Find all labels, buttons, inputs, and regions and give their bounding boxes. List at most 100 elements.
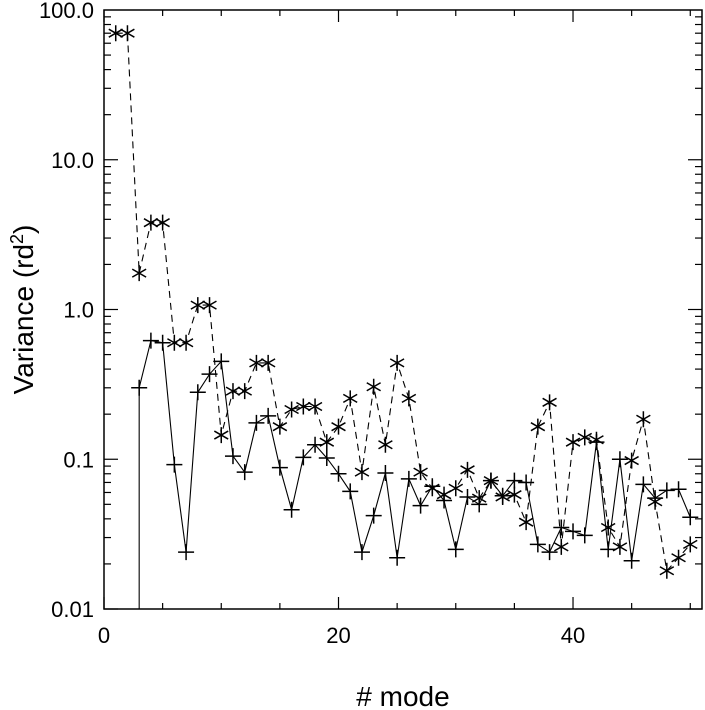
series-line [115, 32, 691, 572]
data-point-plus [154, 334, 171, 351]
data-point-asterisk [342, 390, 358, 407]
data-point-asterisk [542, 394, 557, 411]
data-point-plus [565, 523, 582, 540]
data-point-plus [588, 434, 605, 451]
y-tick-label: 10.0 [51, 148, 94, 173]
x-tick-label: 0 [98, 623, 110, 648]
y-axis-label: Variance (rd2) [7, 225, 39, 395]
data-point-asterisk [213, 427, 229, 444]
data-point-plus [318, 449, 335, 466]
data-point-plus [518, 474, 535, 491]
y-tick-label: 0.01 [51, 597, 94, 622]
data-point-asterisk [167, 334, 182, 351]
y-tick-label: 100.0 [39, 0, 94, 23]
data-point-plus [529, 536, 546, 553]
data-point-asterisk [636, 411, 651, 428]
data-point-plus [471, 496, 488, 513]
data-point-asterisk [448, 480, 464, 497]
data-point-plus [682, 509, 699, 526]
y-axis-label-superscript: 2 [7, 234, 27, 244]
data-point-asterisk [131, 265, 147, 282]
data-point-plus [459, 488, 476, 505]
data-point-asterisk [202, 297, 217, 314]
data-point-plus [283, 501, 300, 518]
y-axis-label-close: ) [8, 225, 39, 234]
data-point-plus [342, 483, 359, 500]
data-point-plus [166, 456, 183, 473]
data-point-asterisk [155, 214, 170, 231]
data-point-plus [611, 451, 628, 468]
data-point-plus [600, 541, 617, 558]
series-layer [108, 25, 699, 609]
data-point-plus [224, 448, 241, 465]
data-point-plus [131, 379, 148, 396]
data-point-plus [178, 544, 195, 561]
data-point-plus [295, 449, 312, 466]
data-point-asterisk [612, 538, 628, 555]
data-point-plus [377, 464, 394, 481]
data-point-asterisk [659, 562, 675, 579]
data-point-plus [576, 527, 593, 544]
data-point-plus [647, 490, 664, 507]
data-point-asterisk [378, 436, 393, 453]
data-point-plus [623, 552, 640, 569]
data-point-plus [506, 472, 523, 489]
x-tick-label: 20 [326, 623, 350, 648]
data-point-plus [307, 436, 324, 453]
data-point-plus [248, 414, 265, 431]
y-tick-label: 0.1 [63, 447, 94, 472]
data-point-asterisk [518, 514, 534, 531]
data-point-plus [201, 366, 218, 383]
data-point-asterisk [178, 334, 194, 351]
data-point-asterisk [624, 452, 639, 469]
data-point-asterisk [260, 354, 276, 371]
data-point-asterisk [120, 25, 135, 42]
data-point-asterisk [249, 354, 264, 371]
data-point-plus [142, 332, 159, 349]
data-point-asterisk [671, 549, 686, 566]
data-point-plus [436, 492, 453, 509]
data-point-plus [447, 541, 464, 558]
x-tick-label: 40 [561, 623, 585, 648]
data-point-asterisk [401, 390, 417, 407]
data-point-plus [389, 549, 406, 566]
data-point-plus [271, 459, 288, 476]
data-point-plus [330, 465, 347, 482]
y-axis-label-text: Variance (rd [8, 244, 39, 394]
data-point-plus [553, 519, 570, 536]
data-point-plus [494, 487, 511, 504]
data-point-asterisk [190, 297, 206, 314]
data-point-plus [213, 353, 230, 370]
data-point-plus [482, 472, 499, 489]
data-point-asterisk [143, 214, 159, 231]
series-plus [131, 332, 699, 609]
y-tick-label: 1.0 [63, 298, 94, 323]
data-point-plus [635, 476, 652, 493]
data-point-plus [658, 482, 675, 499]
data-point-plus [424, 478, 441, 495]
data-point-plus [412, 497, 429, 514]
data-point-plus [260, 407, 277, 424]
data-point-plus [670, 481, 687, 498]
data-point-asterisk [389, 354, 405, 371]
data-point-asterisk [460, 461, 475, 478]
data-point-plus [400, 470, 417, 487]
data-point-asterisk [272, 418, 288, 435]
data-point-plus [353, 544, 370, 561]
data-point-asterisk [600, 519, 616, 536]
data-point-plus [189, 384, 206, 401]
data-point-asterisk [682, 536, 698, 553]
data-point-asterisk [577, 429, 593, 446]
series-asterisk [108, 25, 698, 579]
data-point-asterisk [284, 401, 299, 418]
data-point-plus [236, 464, 253, 481]
data-point-asterisk [307, 398, 323, 415]
data-point-asterisk [319, 434, 335, 451]
data-point-asterisk [237, 383, 253, 400]
data-point-asterisk [331, 418, 346, 435]
data-point-plus [541, 544, 558, 561]
data-point-asterisk [354, 464, 370, 481]
data-point-asterisk [366, 378, 381, 395]
data-point-asterisk [296, 398, 311, 415]
